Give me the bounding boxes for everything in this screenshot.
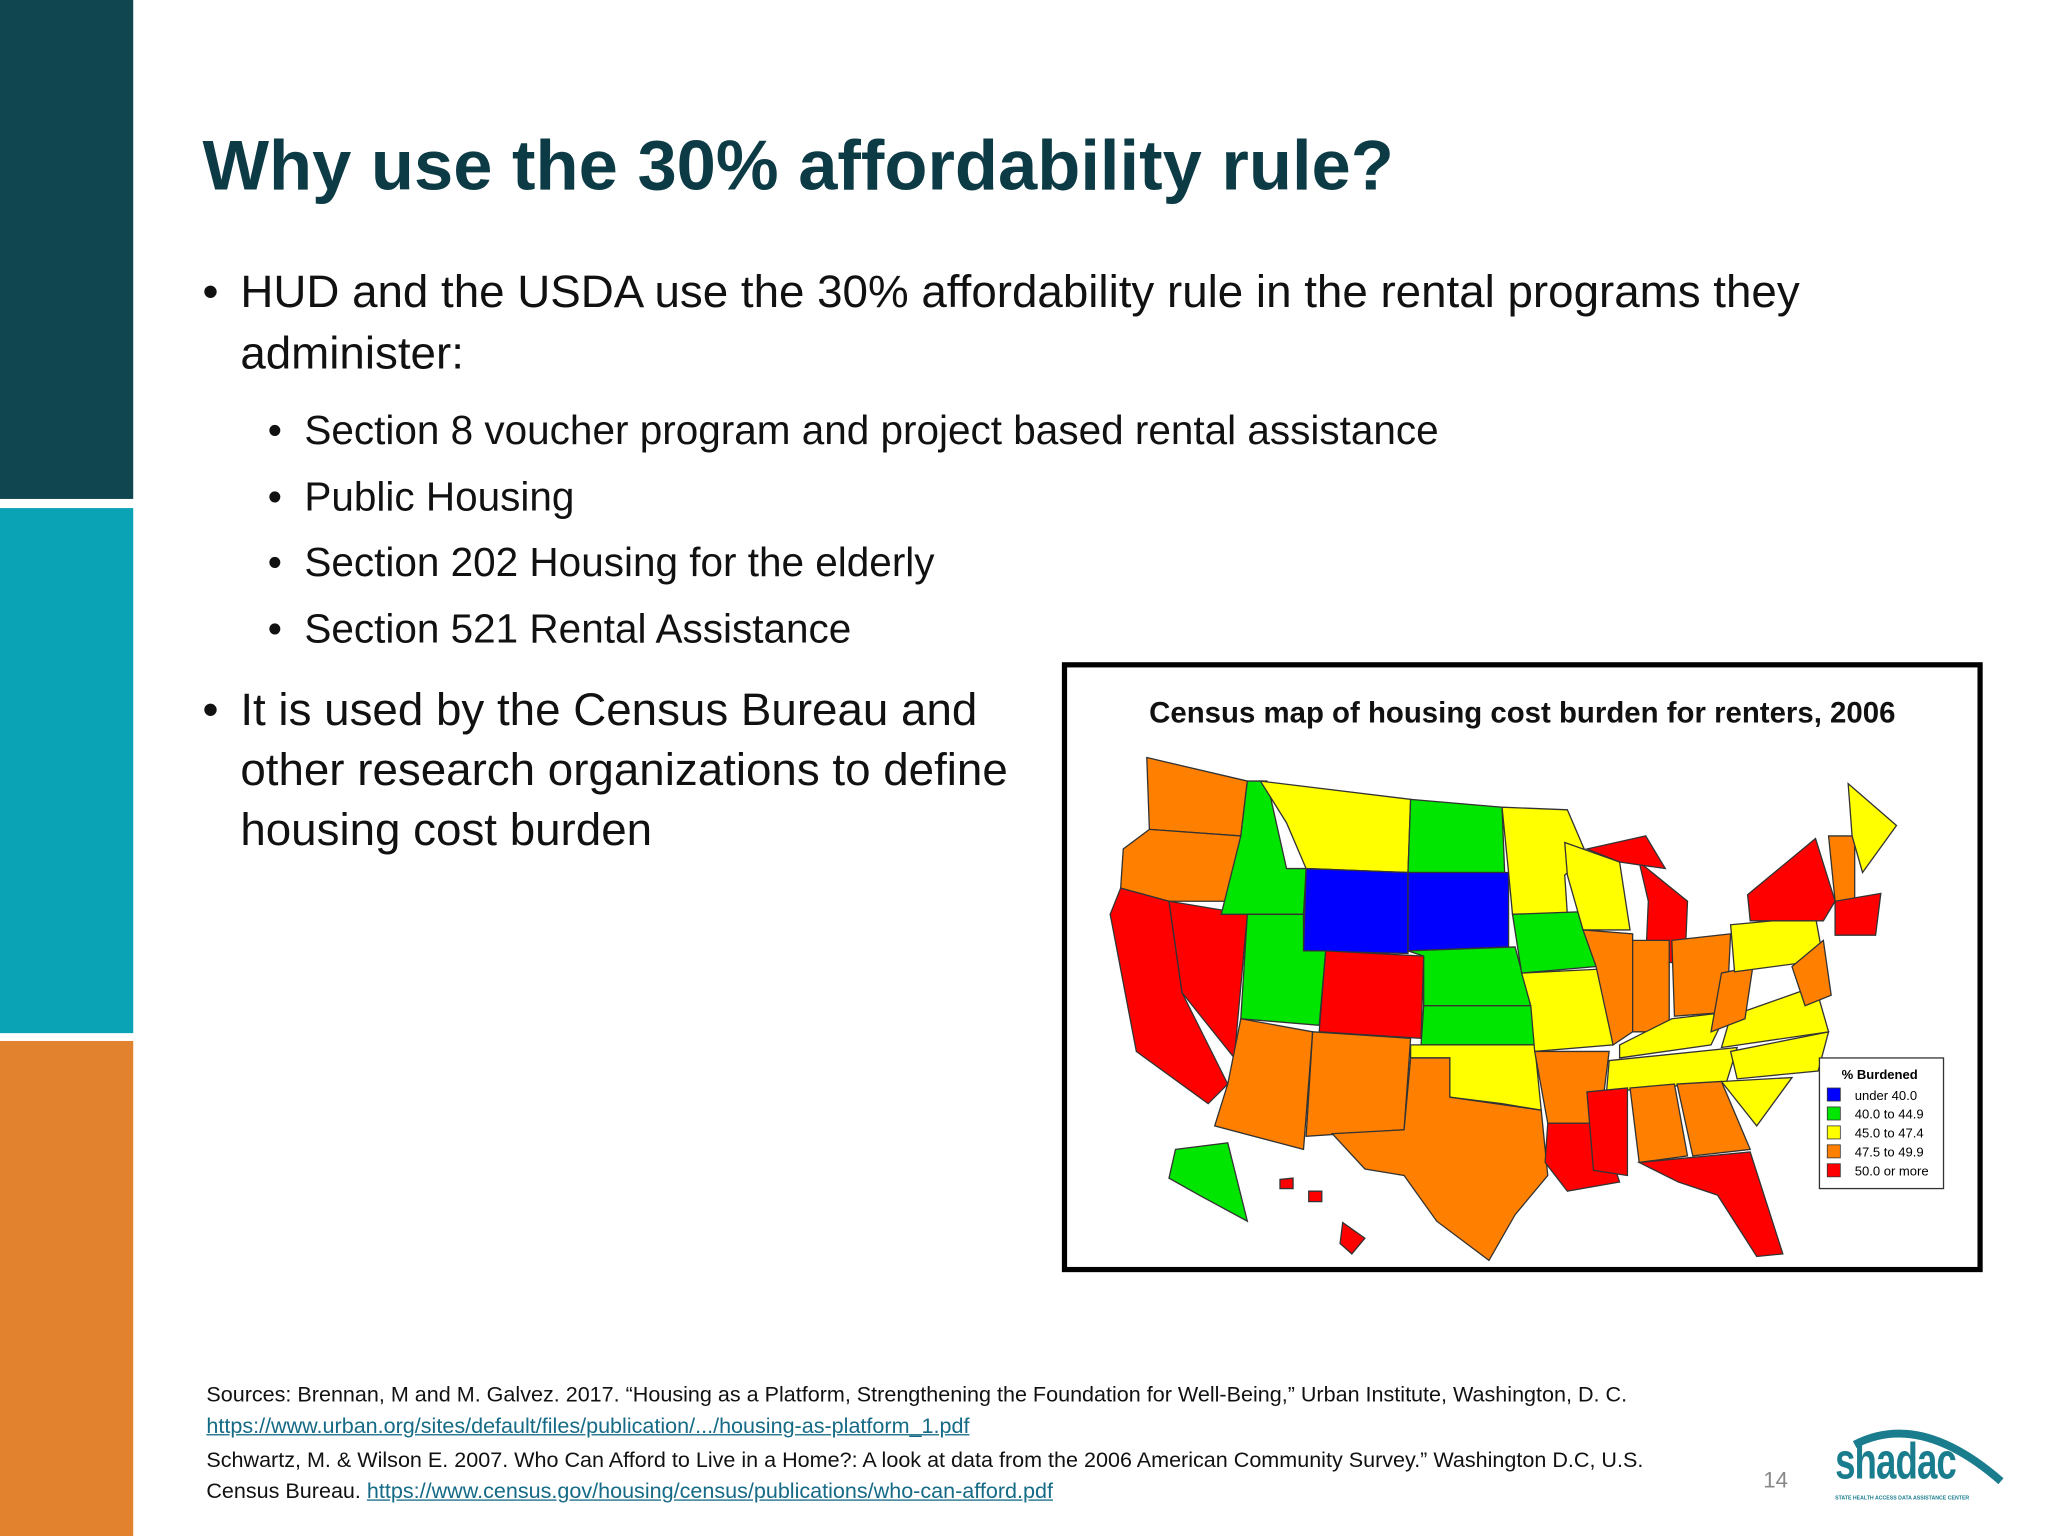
legend-swatch [1826,1125,1841,1140]
sub-bullet: Section 202 Housing for the elderly [268,539,935,586]
state [1305,1031,1412,1138]
state [1407,871,1510,952]
legend-swatch [1826,1087,1841,1102]
bullet: It is used by the Census Bureau and othe… [202,680,1010,860]
logo: shadac [1835,1434,1957,1491]
state [1834,892,1882,936]
state [1720,1076,1794,1127]
sub-bullet: Section 521 Rental Assistance [268,606,852,653]
legend-swatch [1826,1144,1841,1159]
state [1119,828,1242,902]
states [1109,756,1898,1262]
state [1308,1190,1323,1203]
logo-arc [1852,1429,2004,1485]
legend-label: under 40.0 [1855,1088,1917,1103]
state [1146,756,1249,837]
state [1629,1083,1689,1164]
state [1791,939,1832,1007]
logo-tagline: STATE HEALTH ACCESS DATA ASSISTANCE CENT… [1835,1494,1970,1501]
logo-swoosh [1852,1429,2004,1485]
state [1520,968,1614,1053]
page-number: 14 [1763,1468,1788,1493]
side-bar-orange [0,1040,134,1536]
state [1586,1087,1629,1177]
state [1501,806,1588,915]
side-bar-dark [0,0,134,499]
state [1279,1177,1294,1190]
legend: % Burdened under 40.0 40.0 to 44.9 45.0 to … [1826,1067,1929,1179]
state [1584,835,1667,870]
legend-label: 47.5 to 49.9 [1855,1145,1924,1160]
state [1407,946,1532,1007]
sub-bullet: Public Housing [268,474,575,521]
side-bar-teal [0,508,134,1034]
state [1636,1151,1784,1258]
legend-label: 45.0 to 47.4 [1855,1126,1924,1141]
legend-label: 50.0 or more [1855,1164,1929,1179]
state [1676,1080,1752,1157]
source-link[interactable]: https://www.census.gov/housing/census/pu… [366,1479,1053,1504]
bullet: HUD and the USDA use the 30% affordabili… [202,261,1925,384]
state [1420,1005,1536,1046]
source-link[interactable]: https://www.urban.org/sites/default/file… [206,1414,970,1439]
legend-label: 40.0 to 44.9 [1855,1107,1924,1122]
slide-title: Why use the 30% affordability rule? [202,126,1394,206]
source-text: Schwartz, M. & Wilson E. 2007. Who Can A… [206,1448,1644,1504]
state [1746,837,1836,922]
legend-swatch [1826,1106,1841,1121]
state [1302,867,1409,955]
state [1631,939,1670,1033]
map-title: Census map of housing cost burden for re… [1149,696,1896,729]
sub-bullet: Section 8 voucher program and project ba… [268,408,1439,455]
source: Sources: Brennan, M and M. Galvez. 2017.… [206,1379,1721,1442]
state [1582,929,1634,1046]
state [1168,1142,1249,1223]
state [1729,1030,1830,1080]
state [1339,1221,1366,1255]
legend-swatch [1826,1163,1841,1178]
state [1847,782,1898,874]
state [1318,950,1425,1040]
state [1330,1057,1549,1262]
source: Schwartz, M. & Wilson E. 2007. Who Can A… [206,1445,1721,1508]
state [1407,798,1506,874]
state [1720,985,1830,1049]
legend-title: % Burdened [1842,1067,1918,1082]
source-text: Sources: Brennan, M and M. Galvez. 2017.… [206,1383,1628,1407]
map-frame: Census map of housing cost burden for re… [1061,662,1983,1273]
state [1213,1018,1314,1151]
